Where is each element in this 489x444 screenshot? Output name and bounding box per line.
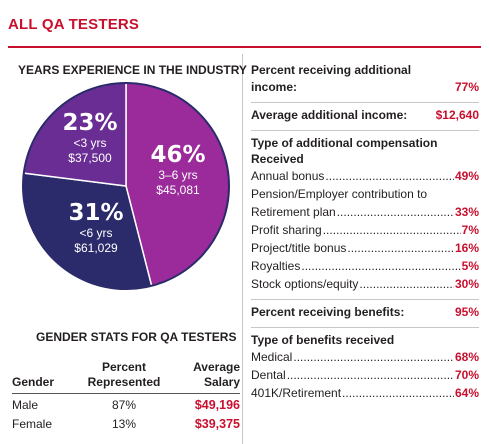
- additional-income-section: Percent receiving additional income: 77%: [251, 58, 479, 103]
- pie-chart-svg: 46%3–6 yrs$45,081 31%<6 yrs$61,029 23%<3 y…: [22, 82, 230, 290]
- benefits-pct-section: Percent receiving benefits: 95%: [251, 300, 479, 328]
- list-item: Dental70%: [251, 366, 479, 384]
- column-divider: [242, 54, 243, 444]
- salary-cell: $39,375: [194, 417, 240, 431]
- comp-types-section: Type of additional compensation Received…: [251, 131, 479, 300]
- slice-percent-label: 46%: [150, 142, 205, 168]
- benefits-label: Percent receiving benefits:: [251, 305, 405, 319]
- gender-heading: GENDER STATS FOR QA TESTERS: [36, 330, 237, 344]
- slice-percent-label: 31%: [68, 200, 123, 226]
- list-item: Profit sharing7%: [251, 221, 479, 239]
- gender-cell: Male: [12, 398, 39, 412]
- list-item: Annual bonus49%: [251, 167, 479, 185]
- pie-chart: 46% 3–6 yrs $45,081 31% <6 yrs $61,029 23% <3 y…: [20, 80, 232, 292]
- list-item: Retirement plan33%: [251, 203, 479, 221]
- page-title: ALL QA TESTERS: [8, 16, 140, 33]
- slice-percent-label: 23%: [62, 110, 117, 136]
- list-item: Project/title bonus16%: [251, 239, 479, 257]
- title-rule: [8, 46, 481, 48]
- col-salary: Average Salary: [193, 360, 240, 389]
- list-item: 401K/Retirement64%: [251, 384, 479, 402]
- list-item: Royalties5%: [251, 257, 479, 275]
- list-item: Medical68%: [251, 348, 479, 366]
- gender-table-header: Gender Percent Represented Average Salary: [12, 360, 240, 394]
- table-row: Male 87% $49,196: [12, 394, 240, 414]
- list-item: Stock options/equity30%: [251, 275, 479, 293]
- percent-cell: 87%: [111, 398, 137, 412]
- slice-range-label: 3–6 yrs: [158, 168, 197, 182]
- col-percent: Percent Represented: [87, 360, 161, 389]
- gender-cell: Female: [12, 417, 53, 431]
- pie-outline: [22, 82, 230, 290]
- comp-types-heading: Type of additional compensation Received: [251, 136, 438, 166]
- benefits-value: 95%: [454, 305, 479, 319]
- benefit-types-heading: Type of benefits received: [251, 333, 395, 347]
- benefit-types-section: Type of benefits received Medical68% Den…: [251, 328, 479, 408]
- avg-income-value: $12,640: [435, 108, 479, 122]
- slice-range-label: <6 yrs: [79, 226, 112, 240]
- avg-income-label: Average additional income:: [251, 108, 408, 122]
- compensation-panel: Percent receiving additional income: 77% …: [251, 58, 479, 408]
- slice-range-label: <3 yrs: [73, 136, 106, 150]
- slice-salary-label: $45,081: [156, 183, 200, 197]
- col-gender: Gender: [12, 375, 55, 389]
- additional-income-value: 77%: [454, 80, 479, 94]
- slice-salary-label: $37,500: [68, 151, 112, 165]
- avg-income-section: Average additional income: $12,640: [251, 103, 479, 131]
- salary-cell: $49,196: [194, 398, 240, 412]
- slice-salary-label: $61,029: [74, 241, 118, 255]
- percent-cell: 13%: [111, 417, 137, 431]
- pie-chart-title: YEARS EXPERIENCE IN THE INDUSTRY: [18, 63, 247, 77]
- additional-income-label: Percent receiving additional income:: [251, 63, 412, 94]
- table-row: Female 13% $39,375: [12, 413, 240, 432]
- list-item: Pension/Employer contribution to: [251, 187, 428, 201]
- gender-table: Gender Percent Represented Average Salary …: [12, 360, 240, 432]
